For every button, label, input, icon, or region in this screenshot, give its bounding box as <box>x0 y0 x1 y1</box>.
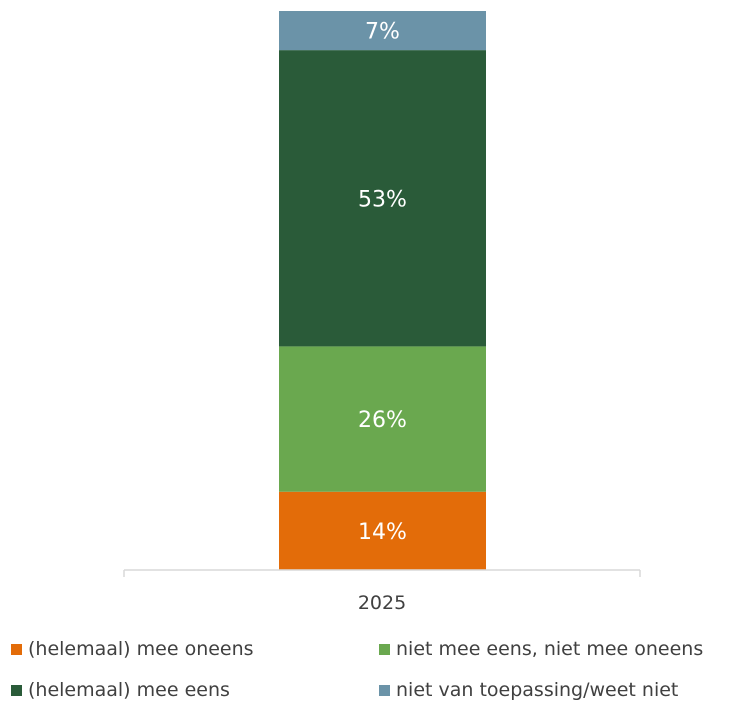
legend-item-nvt: niet van toepassing/weet niet <box>379 679 678 701</box>
data-label: 26% <box>358 408 407 433</box>
x-tick-label: 2025 <box>358 592 406 614</box>
bar-segment-mee-oneens <box>279 491 486 570</box>
legend-swatch <box>11 643 22 655</box>
legend-swatch <box>11 684 22 696</box>
legend-swatch <box>379 643 390 655</box>
legend-item-mee-oneens: (helemaal) mee oneens <box>11 638 254 660</box>
bar-segment-mee-eens <box>279 50 486 347</box>
legend-item-neutraal: niet mee eens, niet mee oneens <box>379 638 703 660</box>
bar-segment-neutraal <box>279 346 486 492</box>
legend-label: niet mee eens, niet mee oneens <box>396 638 704 660</box>
legend-item-mee-eens: (helemaal) mee eens <box>11 679 230 701</box>
bar-stack: 14% 26% 53% 7% <box>279 11 486 570</box>
legend-swatch <box>379 684 390 696</box>
bar-segment-nvt <box>279 11 486 51</box>
legend-label: (helemaal) mee eens <box>28 679 230 701</box>
data-label: 14% <box>358 520 407 545</box>
data-label: 53% <box>358 187 407 212</box>
legend-label: (helemaal) mee oneens <box>28 638 254 660</box>
data-label: 7% <box>365 20 400 45</box>
legend-label: niet van toepassing/weet niet <box>396 679 679 701</box>
